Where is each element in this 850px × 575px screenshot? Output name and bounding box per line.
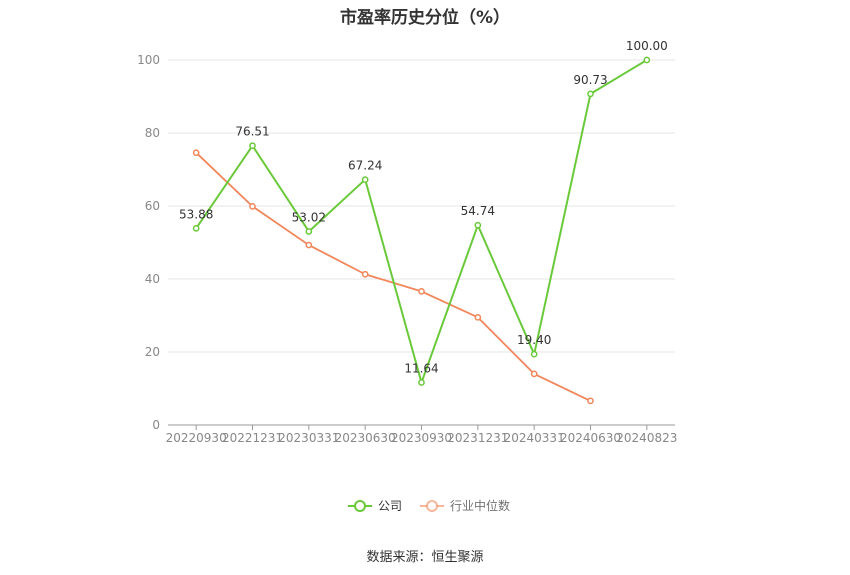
data-point	[530, 350, 538, 358]
y-tick-label: 40	[145, 272, 160, 286]
data-point	[587, 90, 594, 98]
data-point	[305, 241, 313, 249]
y-tick-label: 0	[152, 418, 160, 432]
data-point	[418, 288, 425, 295]
data-label: 76.51	[235, 125, 269, 139]
legend-label: 公司	[378, 499, 402, 513]
x-tick-label: 20230930	[391, 431, 452, 445]
x-tick-label: 20230331	[278, 431, 339, 445]
data-point	[530, 370, 538, 378]
y-tick-label: 20	[145, 345, 160, 359]
data-point	[192, 224, 200, 232]
data-point	[192, 149, 200, 157]
y-tick-label: 80	[145, 126, 160, 140]
legend-marker	[354, 500, 366, 512]
data-label: 90.73	[573, 73, 607, 87]
data-source: 数据来源：恒生聚源	[366, 550, 484, 565]
data-point	[587, 397, 594, 405]
x-tick-label: 20231231	[447, 431, 508, 445]
x-tick-label: 20220930	[166, 431, 227, 445]
legend-label: 行业中位数	[450, 498, 510, 513]
y-tick-label: 60	[145, 199, 160, 213]
data-point	[249, 142, 256, 150]
data-point	[418, 379, 425, 386]
data-label: 54.74	[461, 204, 495, 218]
data-point	[249, 203, 256, 210]
data-label: 19.40	[517, 333, 551, 347]
data-point	[474, 313, 482, 321]
x-tick-label: 20240823	[616, 431, 677, 445]
series-line	[195, 59, 648, 384]
data-label: 67.24	[348, 159, 382, 173]
data-label: 53.88	[179, 207, 213, 221]
data-point	[361, 176, 369, 183]
data-point	[361, 270, 369, 278]
legend-marker	[426, 500, 438, 512]
x-tick-label: 20240331	[504, 431, 565, 445]
data-point	[305, 228, 313, 235]
data-label: 11.64	[404, 362, 438, 376]
x-tick-label: 20221231	[222, 431, 283, 445]
x-tick-label: 20240630	[560, 431, 621, 445]
x-tick-label: 20230630	[335, 431, 396, 445]
y-tick-label: 100	[137, 53, 160, 67]
data-label: 100.00	[626, 39, 668, 53]
data-point	[474, 221, 482, 229]
data-label: 53.02	[292, 210, 326, 224]
series-line	[195, 152, 591, 402]
data-point	[643, 56, 651, 64]
chart-title: 市盈率历史分位（%）	[339, 8, 511, 28]
